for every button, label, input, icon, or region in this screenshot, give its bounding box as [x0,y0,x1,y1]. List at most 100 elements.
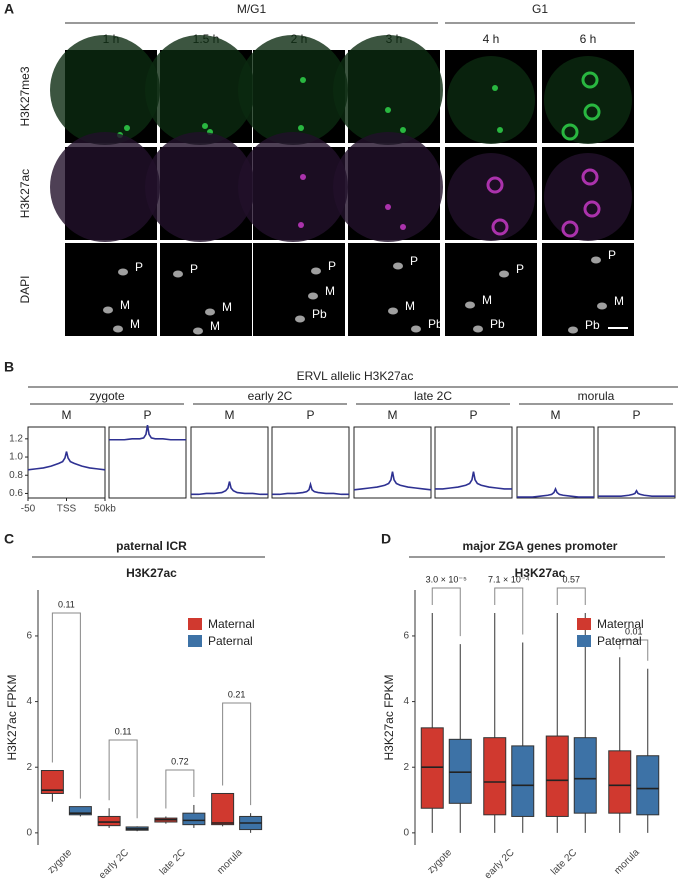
y-tick-label: 0.6 [9,488,23,499]
dapi-label: Pb [428,317,443,331]
dapi-label: Pb [312,307,327,321]
cell-outline [238,132,348,242]
dapi-spot [193,327,203,335]
box [40,770,64,794]
cell-outline [145,132,255,242]
y-tick-label: 2 [26,762,32,773]
dapi-label: P [190,262,198,276]
nucleus [298,222,304,228]
box [68,806,92,816]
dapi-spot [205,308,215,316]
dapi-spot [465,301,475,309]
nucleus [124,125,130,131]
legend-swatch [577,635,591,647]
box [182,812,206,826]
group-label: early 2C [248,389,293,403]
box [211,792,235,826]
dapi-spot [568,326,578,334]
p-value: 0.11 [115,726,132,736]
plot-frame [516,426,595,499]
dapi-spot [499,270,509,278]
cell-outline [50,132,160,242]
group-label: G1 [532,2,548,16]
x-tick-label: late 2C [158,847,188,877]
chart-title: major ZGA genes promoter [463,539,618,553]
cell-outline [50,35,160,145]
profile-line [272,481,349,496]
legend-swatch [188,635,202,647]
series-label: P [469,408,477,422]
plot-frame [434,426,513,499]
cell-outline [544,56,632,144]
panel-label: D [381,531,391,547]
p-value: 0.57 [562,574,580,584]
dapi-spot [591,256,601,264]
nucleus [385,107,391,113]
series-label: M [388,408,398,422]
cell-outline [544,153,632,241]
dapi-spot [597,302,607,310]
plot-frame [27,426,106,499]
dapi-label: P [135,260,143,274]
cell-outline [447,153,535,241]
significance-bracket [431,587,461,637]
dapi-spot [103,306,113,314]
profile-line [353,471,432,491]
dapi-spot [411,325,421,333]
plot-frame [190,426,269,499]
cell-outline [145,35,255,145]
nucleus [492,85,498,91]
p-value: 7.1 × 10⁻⁴ [488,574,530,584]
group-label: morula [578,389,615,403]
y-tick-label: 0 [26,827,32,838]
significance-bracket [108,739,138,819]
dapi-label: P [410,254,418,268]
series-label: M [62,408,72,422]
row-label: H3K27ac [18,169,32,218]
x-tick-label: morula [612,847,642,877]
significance-bracket [619,639,649,661]
cell-outline [447,56,535,144]
y-tick-label: 6 [403,631,409,642]
dapi-label: M [325,284,335,298]
dapi-spot [118,268,128,276]
p-value: 0.21 [228,689,246,699]
nucleus [581,168,599,186]
x-tick-label: morula [215,847,245,877]
chart-title: ERVL allelic H3K27ac [297,369,414,383]
chart-title: paternal ICR [116,539,187,553]
x-tick-label: TSS [57,504,77,515]
panel-label: B [4,359,14,375]
column-label: 6 h [580,32,597,46]
nucleus [497,127,503,133]
significance-bracket [494,587,524,635]
nucleus [486,176,504,194]
dapi-label: M [210,319,220,333]
group-label: late 2C [414,389,452,403]
row-label: H3K27me3 [18,66,32,126]
nucleus [491,218,509,236]
dapi-label: P [608,248,616,262]
y-tick-label: 1.0 [9,452,23,463]
chart-subtitle: H3K27ac [126,566,177,580]
series-label: P [143,408,151,422]
nucleus [583,103,601,121]
dapi-label: P [516,262,524,276]
box [448,738,472,804]
dapi-label: M [130,317,140,331]
dapi-label: M [405,299,415,313]
micrograph [542,243,634,336]
y-tick-label: 2 [403,762,409,773]
p-value: 0.11 [58,599,75,609]
box [511,745,535,817]
micrograph [65,243,157,336]
legend-label: Maternal [208,617,255,631]
cell-outline [238,35,348,145]
micrograph [445,243,537,336]
micrograph [348,243,440,336]
dapi-spot [173,270,183,278]
dapi-label: M [222,300,232,314]
group-label: zygote [89,389,125,403]
nucleus [561,123,579,141]
nucleus [298,125,304,131]
